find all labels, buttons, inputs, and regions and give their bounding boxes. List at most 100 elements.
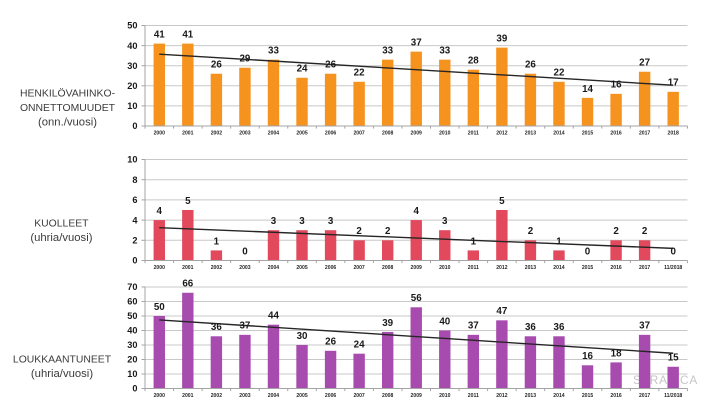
svg-text:2005: 2005 bbox=[296, 130, 307, 136]
svg-text:17: 17 bbox=[668, 78, 679, 89]
svg-text:30: 30 bbox=[297, 331, 308, 342]
svg-text:33: 33 bbox=[382, 46, 393, 57]
svg-text:26: 26 bbox=[525, 60, 536, 71]
svg-text:10: 10 bbox=[127, 155, 137, 165]
svg-text:2: 2 bbox=[528, 226, 534, 237]
svg-text:24: 24 bbox=[354, 340, 365, 351]
svg-text:2015: 2015 bbox=[582, 130, 593, 136]
svg-text:15: 15 bbox=[668, 353, 679, 364]
svg-text:60: 60 bbox=[127, 297, 137, 307]
svg-text:47: 47 bbox=[496, 306, 507, 317]
svg-text:56: 56 bbox=[411, 293, 422, 304]
svg-text:20: 20 bbox=[127, 81, 137, 91]
svg-text:37: 37 bbox=[411, 38, 422, 49]
svg-text:33: 33 bbox=[439, 46, 450, 57]
svg-text:LOUKKAANTUNEET: LOUKKAANTUNEET bbox=[13, 354, 112, 365]
svg-text:2014: 2014 bbox=[553, 393, 564, 399]
svg-text:0: 0 bbox=[670, 246, 676, 257]
svg-text:2003: 2003 bbox=[239, 130, 250, 136]
svg-text:2013: 2013 bbox=[525, 130, 536, 136]
svg-text:2008: 2008 bbox=[382, 393, 393, 399]
svg-text:24: 24 bbox=[297, 64, 308, 75]
svg-text:37: 37 bbox=[639, 321, 650, 332]
svg-text:50: 50 bbox=[154, 302, 165, 313]
svg-text:37: 37 bbox=[468, 321, 479, 332]
svg-text:6: 6 bbox=[132, 195, 137, 205]
svg-text:1: 1 bbox=[556, 236, 562, 247]
svg-text:2011: 2011 bbox=[468, 393, 479, 399]
svg-text:2005: 2005 bbox=[296, 265, 307, 271]
svg-text:2016: 2016 bbox=[610, 130, 621, 136]
svg-text:22: 22 bbox=[354, 68, 365, 79]
svg-text:HENKILÖVAHINKO-: HENKILÖVAHINKO- bbox=[20, 87, 115, 99]
svg-text:0: 0 bbox=[132, 121, 137, 131]
svg-text:10: 10 bbox=[127, 369, 137, 379]
svg-text:14: 14 bbox=[582, 84, 593, 95]
svg-text:20: 20 bbox=[127, 355, 137, 365]
svg-text:2017: 2017 bbox=[639, 130, 650, 136]
svg-text:28: 28 bbox=[468, 56, 479, 67]
svg-text:2017: 2017 bbox=[639, 393, 650, 399]
svg-text:2009: 2009 bbox=[411, 265, 422, 271]
svg-text:2011: 2011 bbox=[468, 265, 479, 271]
svg-text:2014: 2014 bbox=[553, 265, 564, 271]
svg-text:0: 0 bbox=[132, 384, 137, 394]
svg-text:KUOLLEET: KUOLLEET bbox=[34, 218, 89, 229]
svg-text:2007: 2007 bbox=[353, 393, 364, 399]
svg-text:(uhria/vuosi): (uhria/vuosi) bbox=[30, 232, 92, 244]
svg-text:30: 30 bbox=[127, 340, 137, 350]
svg-text:2002: 2002 bbox=[211, 130, 222, 136]
svg-text:2004: 2004 bbox=[268, 130, 279, 136]
svg-text:2009: 2009 bbox=[411, 130, 422, 136]
svg-text:2: 2 bbox=[613, 226, 619, 237]
svg-text:3: 3 bbox=[299, 216, 305, 227]
svg-text:27: 27 bbox=[639, 58, 650, 69]
svg-text:11/2018: 11/2018 bbox=[664, 265, 682, 271]
svg-text:11/2018: 11/2018 bbox=[664, 393, 682, 399]
svg-text:2012: 2012 bbox=[496, 130, 507, 136]
svg-text:4: 4 bbox=[414, 206, 420, 217]
svg-text:26: 26 bbox=[325, 337, 336, 348]
svg-text:2005: 2005 bbox=[296, 393, 307, 399]
svg-text:5: 5 bbox=[499, 196, 505, 207]
svg-text:2001: 2001 bbox=[182, 393, 193, 399]
svg-text:2002: 2002 bbox=[211, 393, 222, 399]
svg-text:2012: 2012 bbox=[496, 265, 507, 271]
svg-text:33: 33 bbox=[268, 46, 279, 57]
svg-text:40: 40 bbox=[127, 326, 137, 336]
svg-text:2003: 2003 bbox=[239, 393, 250, 399]
svg-text:36: 36 bbox=[525, 322, 536, 333]
svg-text:0: 0 bbox=[242, 246, 248, 257]
svg-text:2013: 2013 bbox=[525, 393, 536, 399]
svg-text:22: 22 bbox=[554, 68, 565, 79]
svg-text:41: 41 bbox=[182, 29, 193, 40]
svg-text:2002: 2002 bbox=[211, 265, 222, 271]
svg-text:(onn./vuosi): (onn./vuosi) bbox=[38, 116, 97, 128]
svg-text:40: 40 bbox=[439, 316, 450, 327]
svg-text:66: 66 bbox=[182, 279, 193, 290]
svg-text:2014: 2014 bbox=[553, 130, 564, 136]
svg-text:2: 2 bbox=[356, 226, 362, 237]
svg-text:2016: 2016 bbox=[610, 265, 621, 271]
svg-text:16: 16 bbox=[611, 80, 622, 91]
svg-text:2000: 2000 bbox=[154, 130, 165, 136]
svg-text:2010: 2010 bbox=[439, 265, 450, 271]
svg-text:2007: 2007 bbox=[353, 265, 364, 271]
svg-text:37: 37 bbox=[239, 321, 250, 332]
svg-text:2010: 2010 bbox=[439, 130, 450, 136]
svg-text:2015: 2015 bbox=[582, 393, 593, 399]
svg-text:5: 5 bbox=[185, 196, 191, 207]
svg-text:2007: 2007 bbox=[353, 130, 364, 136]
svg-text:2006: 2006 bbox=[325, 393, 336, 399]
svg-text:2009: 2009 bbox=[411, 393, 422, 399]
svg-text:0: 0 bbox=[132, 256, 137, 266]
svg-text:29: 29 bbox=[239, 54, 250, 65]
svg-text:18: 18 bbox=[611, 348, 622, 359]
svg-text:36: 36 bbox=[554, 322, 565, 333]
svg-text:2000: 2000 bbox=[154, 393, 165, 399]
svg-text:3: 3 bbox=[271, 216, 277, 227]
svg-text:3: 3 bbox=[328, 216, 334, 227]
svg-text:70: 70 bbox=[127, 282, 137, 292]
svg-text:2015: 2015 bbox=[582, 265, 593, 271]
svg-text:2004: 2004 bbox=[268, 265, 279, 271]
